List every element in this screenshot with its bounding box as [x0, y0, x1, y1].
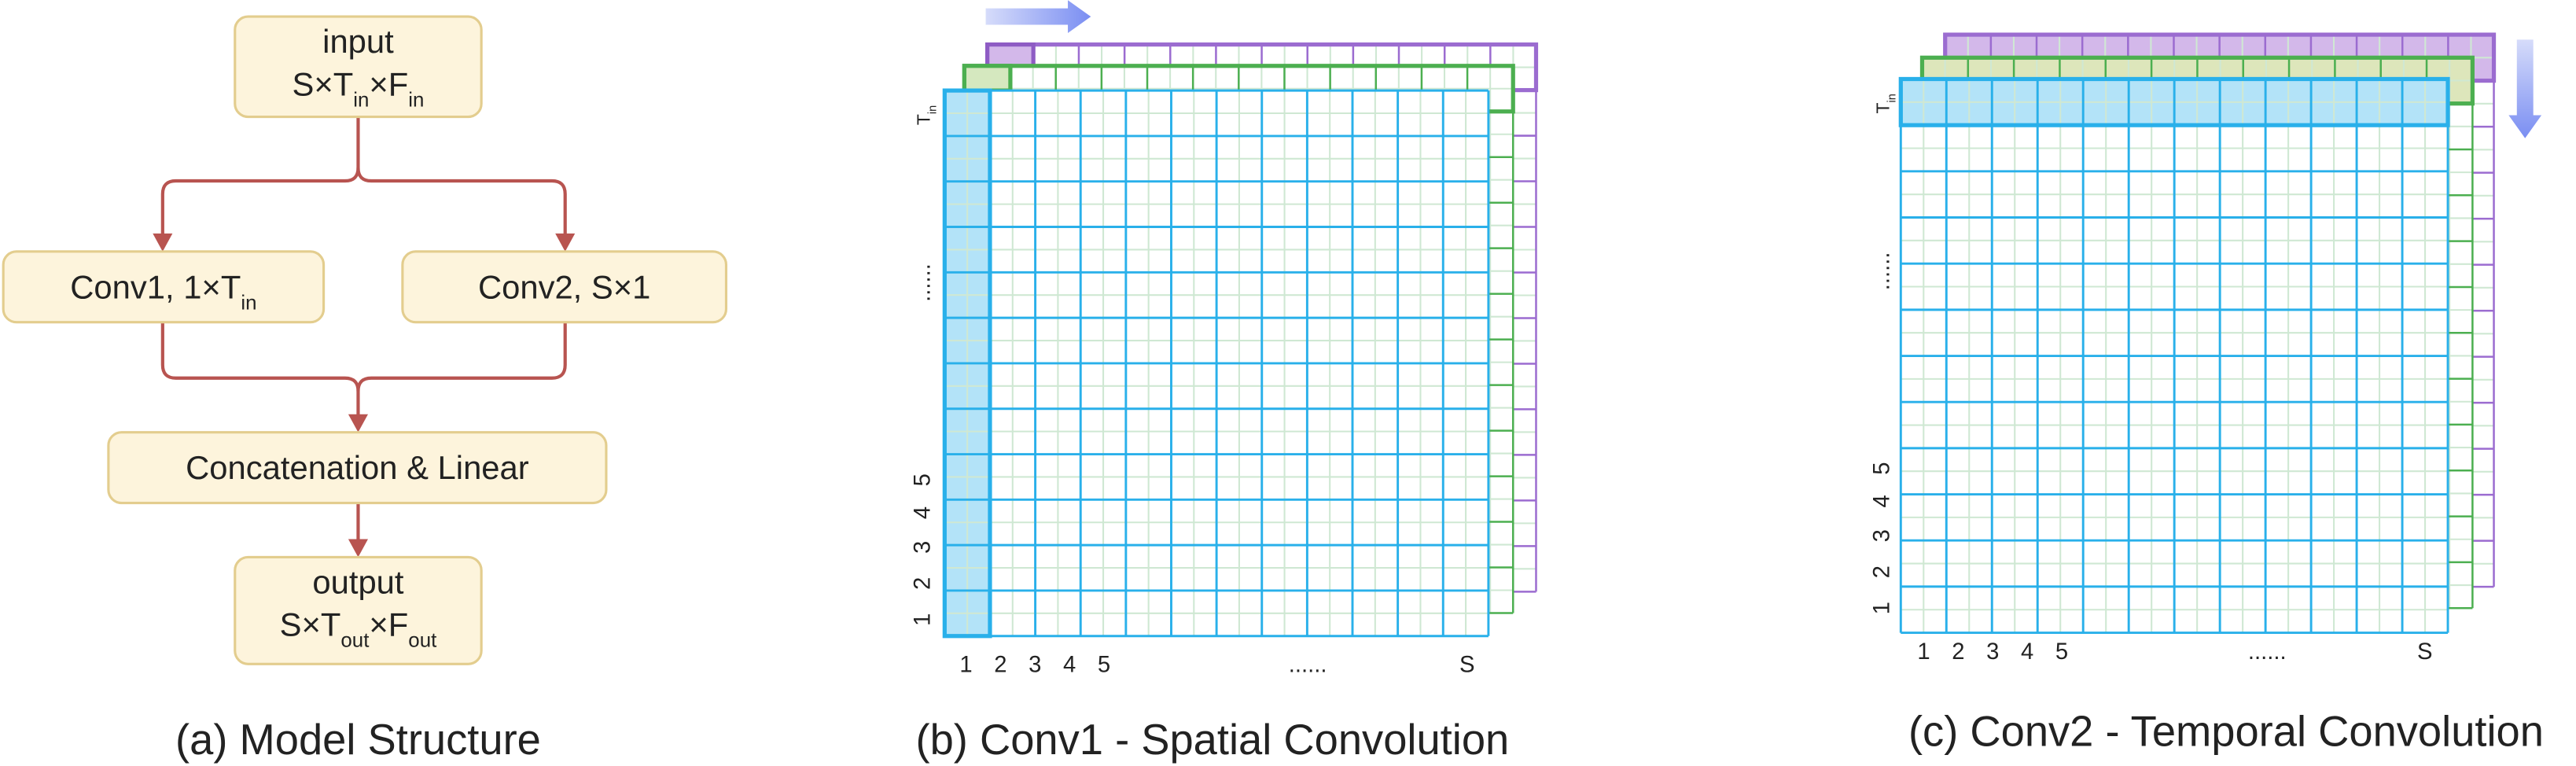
highlight [962, 64, 1013, 93]
node-box [234, 555, 483, 665]
x-label: 3 [1029, 653, 1041, 678]
caption: (a) Model Structure [175, 716, 541, 764]
x-label: S [2417, 639, 2433, 665]
formula: Conv1, 1×Tin [70, 268, 256, 314]
grid-layer [942, 88, 1490, 639]
formula-part: ×F [369, 65, 408, 102]
x-label: ...... [2248, 639, 2287, 665]
y-label: 1 [911, 613, 936, 626]
formula-part: S×T [280, 606, 341, 643]
x-label: 2 [1952, 639, 1964, 665]
subscript: out [408, 630, 436, 652]
subscript: in [241, 292, 256, 314]
node-box [401, 250, 728, 324]
y-label: ...... [1870, 252, 1895, 291]
node-box [107, 431, 608, 505]
y-label: 2 [911, 577, 936, 590]
node-label: input [322, 23, 394, 60]
formula-part: T [914, 114, 934, 125]
subscript: in [408, 89, 424, 111]
highlight-border [942, 88, 992, 639]
formula-part: T [1873, 102, 1893, 113]
arrowheads [153, 233, 576, 558]
x-label: 4 [1063, 653, 1076, 678]
arrowhead [153, 233, 173, 252]
y-label: 5 [1870, 462, 1895, 475]
x-label: 1 [959, 653, 972, 678]
arrowhead [555, 233, 576, 252]
subscript: in [353, 89, 369, 111]
y-label: 5 [911, 473, 936, 486]
edge [356, 322, 567, 392]
x-label: 4 [2021, 639, 2033, 665]
slide-arrow [2508, 39, 2542, 138]
subscript: out [340, 630, 369, 652]
arrowhead [348, 414, 368, 433]
y-label: Tin [914, 105, 940, 125]
arrowhead [348, 539, 368, 558]
x-label: 5 [1098, 653, 1110, 678]
connectors [160, 116, 567, 550]
formula-part: ×F [369, 606, 408, 643]
y-label: 1 [1870, 602, 1895, 614]
formula: S×Tout×Fout [280, 606, 437, 652]
node-label: output [312, 563, 404, 600]
x-label: 1 [1917, 639, 1930, 665]
x-label: 5 [2055, 639, 2068, 665]
formula: Conv2, S×1 [478, 268, 650, 305]
edge [356, 168, 567, 244]
highlight-border [1898, 76, 2450, 127]
caption: (b) Conv1 - Spatial Convolution [916, 716, 1510, 764]
formula-part: Concatenation & Linear [186, 449, 529, 486]
grid-layer [1898, 76, 2450, 635]
y-label: 3 [911, 541, 936, 554]
edge [160, 322, 360, 425]
formula: S×Tin×Fin [292, 65, 424, 111]
x-label: S [1459, 653, 1475, 678]
x-label: 3 [1986, 639, 1999, 665]
y-label: 4 [1870, 495, 1895, 507]
x-label: 2 [994, 653, 1006, 678]
caption: (c) Conv2 - Temporal Convolution [1908, 708, 2544, 756]
formula-part: Conv1, 1×T [70, 268, 241, 305]
edge [160, 116, 360, 244]
x-label: ...... [1289, 653, 1327, 678]
formula-part: S×T [292, 65, 353, 102]
subscript: in [927, 105, 940, 114]
node-box [234, 15, 483, 119]
y-label: 3 [1870, 529, 1895, 542]
formula: Concatenation & Linear [186, 449, 529, 486]
formula-part: Conv2, S×1 [478, 268, 650, 305]
y-label: ...... [911, 263, 936, 302]
y-label: 2 [1870, 565, 1895, 578]
slide-arrow [985, 0, 1091, 33]
y-label: Tin [1873, 94, 1899, 113]
y-label: 4 [911, 506, 936, 519]
subscript: in [1886, 94, 1899, 102]
node-box [2, 250, 326, 324]
